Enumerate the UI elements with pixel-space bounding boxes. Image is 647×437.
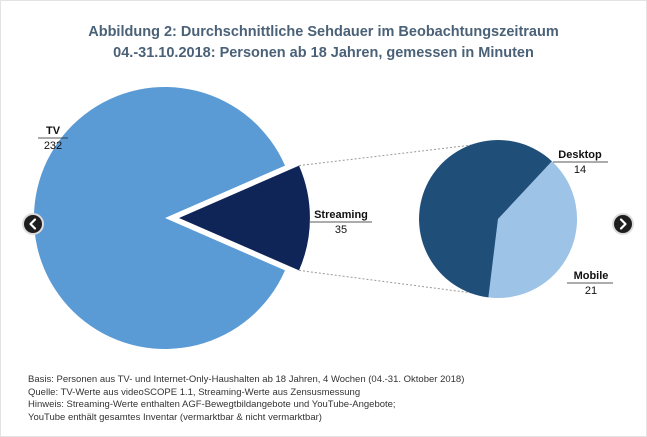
pie-slice-tv [33, 87, 285, 349]
slice-label-desktop: Desktop [558, 149, 602, 161]
footnote-hint: Hinweis: Streaming-Werte enthalten AGF-B… [28, 399, 396, 411]
main-pie [33, 87, 310, 349]
slice-label-tv: TV [46, 125, 61, 137]
slice-value-tv: 232 [44, 140, 62, 152]
pie-slice-desktop [488, 161, 578, 298]
slice-labels: TV 232 Streaming 35 Desktop 14 Mobile 21 [38, 125, 613, 297]
slice-label-streaming: Streaming [314, 209, 368, 221]
chart-title-line1: Abbildung 2: Durchschnittliche Sehdauer … [88, 24, 559, 40]
footnote-basis: Basis: Personen aus TV- und Internet-Onl… [28, 374, 465, 385]
chevron-right-icon [619, 218, 627, 230]
slice-label-mobile: Mobile [574, 270, 609, 282]
chart-title-line2: 04.-31.10.2018: Personen ab 18 Jahren, g… [113, 45, 534, 61]
breakdown-connectors [298, 144, 473, 294]
connector-line-top [298, 144, 473, 167]
connector-line-bottom [298, 269, 473, 294]
footnote-source: Quelle: TV-Werte aus videoSCOPE 1.1, Str… [28, 386, 361, 398]
pie-slice-mobile [419, 139, 552, 298]
slice-value-mobile: 21 [585, 285, 597, 297]
chart-footnotes: Basis: Personen aus TV- und Internet-Onl… [28, 374, 464, 424]
prev-slide-button[interactable] [22, 213, 44, 235]
slice-value-streaming: 35 [335, 224, 347, 236]
footnote-youtube: YouTube enthält gesamtes Inventar (verma… [28, 411, 322, 423]
chevron-left-icon [29, 218, 37, 230]
next-slide-button[interactable] [612, 213, 634, 235]
pie-slice-streaming [179, 165, 310, 271]
breakdown-pie [419, 139, 578, 298]
slice-value-desktop: 14 [574, 164, 586, 176]
